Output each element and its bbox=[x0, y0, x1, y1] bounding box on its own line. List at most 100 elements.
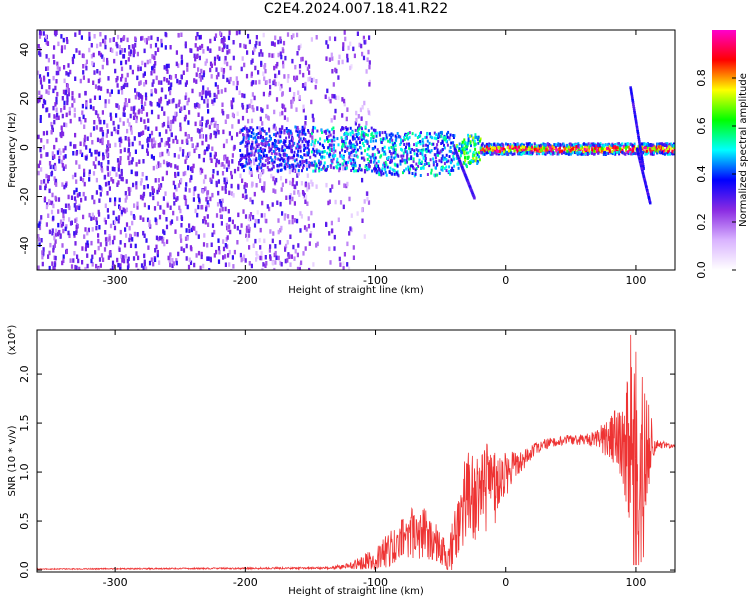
heatmap-cell bbox=[237, 166, 240, 172]
heatmap-cell bbox=[478, 155, 480, 159]
heatmap-cell bbox=[445, 169, 448, 173]
heatmap-cell bbox=[151, 54, 154, 59]
heatmap-cell bbox=[504, 152, 507, 156]
heatmap-cell bbox=[589, 144, 592, 148]
heatmap-cell bbox=[52, 215, 55, 221]
heatmap-cell bbox=[231, 112, 234, 118]
heatmap-cell bbox=[361, 127, 363, 131]
heatmap-cell bbox=[569, 143, 572, 147]
heatmap-cell bbox=[421, 150, 424, 154]
heatmap-cell bbox=[268, 78, 271, 84]
heatmap-cell bbox=[85, 104, 88, 110]
heatmap-cell bbox=[328, 246, 331, 252]
heatmap-cell bbox=[124, 198, 127, 203]
heatmap-cell bbox=[226, 244, 229, 249]
heatmap-cell bbox=[73, 203, 76, 208]
heatmap-cell bbox=[571, 143, 574, 147]
heatmap-cell bbox=[394, 144, 397, 148]
heatmap-cell bbox=[217, 259, 221, 264]
heatmap-cell bbox=[566, 143, 568, 147]
heatmap-cell bbox=[375, 139, 377, 143]
heatmap-cell bbox=[205, 137, 208, 142]
heatmap-cell bbox=[358, 167, 360, 171]
heatmap-cell bbox=[205, 123, 208, 128]
heatmap-cell bbox=[330, 143, 333, 147]
heatmap-cell bbox=[260, 107, 263, 112]
heatmap-cell bbox=[394, 163, 397, 167]
heatmap-cell bbox=[218, 56, 221, 61]
heatmap-cell bbox=[107, 214, 110, 219]
heatmap-cell bbox=[259, 255, 262, 261]
heatmap-cell bbox=[577, 148, 580, 152]
heatmap-cell bbox=[604, 147, 606, 151]
heatmap-cell bbox=[615, 146, 617, 150]
heatmap-cell bbox=[154, 51, 157, 56]
heatmap-cell bbox=[262, 71, 265, 76]
heatmap-cell bbox=[633, 109, 636, 113]
heatmap-cell bbox=[245, 194, 248, 199]
heatmap-cell bbox=[118, 45, 121, 50]
heatmap-cell bbox=[46, 139, 49, 144]
heatmap-cell bbox=[114, 142, 117, 148]
heatmap-cell bbox=[262, 169, 265, 174]
heatmap-cell bbox=[452, 168, 455, 172]
heatmap-cell bbox=[299, 149, 302, 153]
heatmap-cell bbox=[281, 157, 284, 161]
heatmap-cell bbox=[595, 144, 598, 148]
heatmap-cell bbox=[74, 218, 77, 223]
heatmap-cell bbox=[314, 84, 317, 90]
heatmap-cell bbox=[318, 152, 321, 156]
heatmap-cell bbox=[400, 138, 402, 142]
heatmap-cell bbox=[331, 228, 334, 233]
heatmap-cell bbox=[351, 135, 354, 139]
y-multiplier-label: (x10⁴) bbox=[7, 325, 18, 356]
heatmap-cell bbox=[385, 163, 388, 167]
heatmap-cell bbox=[53, 119, 56, 125]
heatmap-cell bbox=[47, 254, 50, 259]
heatmap-cell bbox=[238, 90, 241, 95]
heatmap-cell bbox=[55, 96, 58, 102]
heatmap-cell bbox=[392, 143, 395, 147]
heatmap-cell bbox=[39, 115, 42, 120]
heatmap-cell bbox=[208, 90, 211, 95]
heatmap-cell bbox=[42, 145, 45, 150]
heatmap-cell bbox=[424, 159, 427, 163]
heatmap-cell bbox=[222, 143, 226, 149]
heatmap-cell bbox=[104, 103, 107, 109]
heatmap-cell bbox=[268, 52, 271, 58]
heatmap-cell bbox=[273, 142, 276, 146]
heatmap-cell bbox=[54, 255, 57, 261]
heatmap-cell bbox=[62, 89, 65, 95]
heatmap-cell bbox=[428, 132, 431, 136]
heatmap-cell bbox=[515, 147, 518, 151]
heatmap-cell bbox=[179, 126, 182, 132]
heatmap-cell bbox=[273, 42, 276, 47]
heatmap-cell bbox=[269, 244, 272, 249]
heatmap-cell bbox=[633, 145, 635, 149]
heatmap-cell bbox=[83, 137, 86, 143]
heatmap-cell bbox=[284, 140, 287, 143]
heatmap-cell bbox=[206, 146, 209, 152]
heatmap-cell bbox=[403, 143, 406, 146]
heatmap-cell bbox=[224, 254, 227, 259]
heatmap-cell bbox=[199, 45, 202, 50]
heatmap-cell bbox=[477, 141, 480, 145]
heatmap-cell bbox=[529, 151, 532, 155]
heatmap-cell bbox=[207, 144, 210, 150]
heatmap-cell bbox=[233, 249, 236, 255]
heatmap-cell bbox=[356, 135, 359, 139]
heatmap-cell bbox=[128, 51, 131, 56]
heatmap-cell bbox=[148, 260, 152, 266]
heatmap-cell bbox=[300, 260, 303, 265]
heatmap-cell bbox=[355, 132, 358, 136]
heatmap-cell bbox=[651, 145, 654, 149]
heatmap-cell bbox=[193, 103, 197, 108]
heatmap-cell bbox=[97, 245, 100, 251]
heatmap-cell bbox=[143, 253, 146, 259]
heatmap-cell bbox=[230, 183, 233, 189]
heatmap-cell bbox=[271, 260, 275, 266]
heatmap-cell bbox=[260, 213, 263, 218]
heatmap-cell bbox=[147, 36, 150, 41]
heatmap-cell bbox=[213, 92, 216, 98]
heatmap-cell bbox=[180, 106, 183, 111]
